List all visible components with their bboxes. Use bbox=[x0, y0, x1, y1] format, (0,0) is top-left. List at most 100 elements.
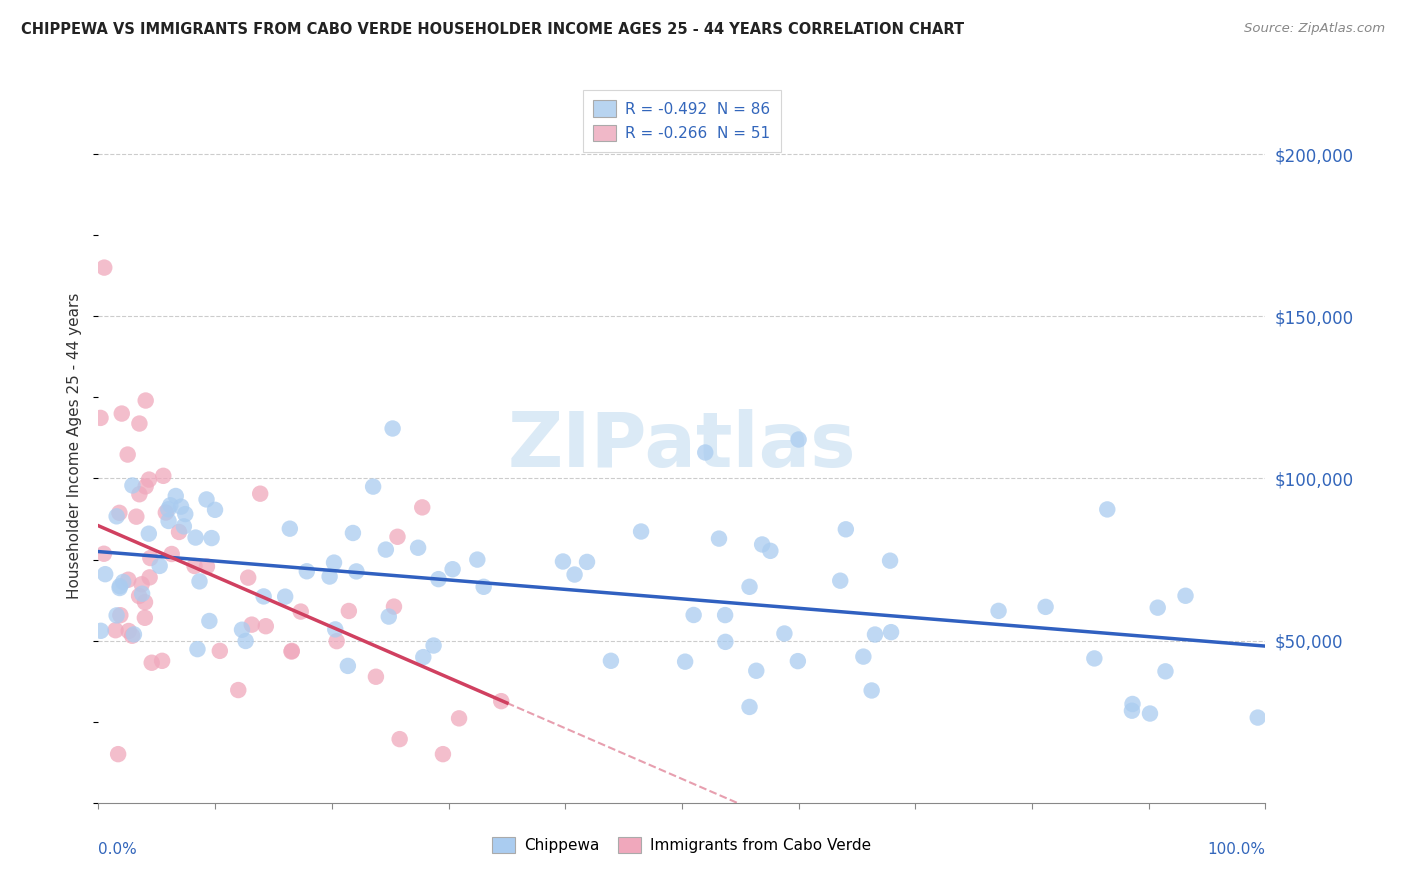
Point bbox=[135, 393, 157, 408]
Point bbox=[254, 619, 277, 633]
Point bbox=[342, 526, 364, 541]
Point bbox=[600, 654, 623, 668]
Point bbox=[274, 590, 297, 604]
Text: ZIPatlas: ZIPatlas bbox=[508, 409, 856, 483]
Point bbox=[323, 623, 346, 637]
Point bbox=[253, 590, 276, 604]
Point bbox=[226, 683, 249, 698]
Point bbox=[112, 574, 135, 589]
Point bbox=[411, 500, 433, 515]
Point bbox=[93, 547, 115, 561]
Point bbox=[165, 489, 187, 503]
Point bbox=[131, 587, 153, 601]
Point bbox=[231, 623, 253, 637]
Point bbox=[138, 473, 160, 487]
Point bbox=[240, 617, 263, 632]
Point bbox=[94, 567, 117, 582]
Point bbox=[108, 506, 131, 520]
Point bbox=[122, 627, 145, 641]
Point bbox=[1139, 706, 1161, 721]
Point bbox=[174, 507, 197, 521]
Point bbox=[323, 556, 346, 570]
Point bbox=[787, 433, 810, 447]
Point bbox=[880, 625, 903, 640]
Point bbox=[138, 526, 160, 541]
Point bbox=[1174, 589, 1197, 603]
Point bbox=[381, 421, 404, 435]
Point bbox=[184, 531, 207, 545]
Point bbox=[157, 502, 180, 516]
Point bbox=[134, 611, 156, 625]
Point bbox=[155, 506, 177, 520]
Point bbox=[738, 700, 761, 714]
Point bbox=[150, 654, 173, 668]
Point bbox=[160, 547, 183, 561]
Point bbox=[707, 532, 730, 546]
Point bbox=[128, 487, 150, 501]
Point bbox=[121, 478, 143, 492]
Point bbox=[745, 664, 768, 678]
Point bbox=[280, 644, 302, 658]
Point bbox=[118, 624, 141, 638]
Point bbox=[682, 607, 704, 622]
Point bbox=[378, 609, 401, 624]
Text: 0.0%: 0.0% bbox=[98, 842, 138, 857]
Point bbox=[714, 635, 737, 649]
Point bbox=[489, 694, 512, 708]
Point bbox=[1154, 665, 1177, 679]
Point bbox=[138, 570, 160, 584]
Point bbox=[1121, 697, 1143, 711]
Point bbox=[183, 559, 205, 574]
Point bbox=[249, 486, 271, 500]
Point bbox=[157, 514, 180, 528]
Point bbox=[472, 580, 495, 594]
Point bbox=[104, 624, 127, 638]
Point bbox=[105, 608, 128, 623]
Point bbox=[879, 554, 901, 568]
Point bbox=[295, 564, 318, 578]
Point bbox=[427, 572, 450, 586]
Point bbox=[105, 509, 128, 524]
Point bbox=[159, 498, 181, 512]
Point bbox=[290, 605, 312, 619]
Point bbox=[235, 634, 257, 648]
Point bbox=[382, 599, 405, 614]
Point bbox=[173, 519, 195, 533]
Point bbox=[441, 562, 464, 576]
Point bbox=[195, 559, 218, 574]
Point bbox=[325, 634, 347, 648]
Point bbox=[830, 574, 852, 588]
Point bbox=[786, 654, 808, 668]
Point bbox=[387, 530, 409, 544]
Point bbox=[198, 614, 221, 628]
Point bbox=[1247, 710, 1270, 724]
Point bbox=[852, 649, 875, 664]
Text: CHIPPEWA VS IMMIGRANTS FROM CABO VERDE HOUSEHOLDER INCOME AGES 25 - 44 YEARS COR: CHIPPEWA VS IMMIGRANTS FROM CABO VERDE H… bbox=[21, 22, 965, 37]
Point bbox=[318, 569, 340, 583]
Point bbox=[406, 541, 429, 555]
Point bbox=[141, 656, 163, 670]
Point bbox=[121, 629, 143, 643]
Point bbox=[465, 552, 488, 566]
Point bbox=[860, 683, 883, 698]
Point bbox=[374, 542, 396, 557]
Point bbox=[135, 479, 157, 493]
Point bbox=[1083, 651, 1105, 665]
Point bbox=[630, 524, 652, 539]
Point bbox=[388, 732, 411, 747]
Point bbox=[759, 544, 782, 558]
Point bbox=[108, 581, 131, 595]
Point bbox=[564, 567, 586, 582]
Point bbox=[738, 580, 761, 594]
Point bbox=[714, 608, 737, 623]
Text: Source: ZipAtlas.com: Source: ZipAtlas.com bbox=[1244, 22, 1385, 36]
Point bbox=[987, 604, 1010, 618]
Point bbox=[110, 608, 132, 623]
Point bbox=[149, 558, 172, 573]
Y-axis label: Householder Income Ages 25 - 44 years: Householder Income Ages 25 - 44 years bbox=[67, 293, 83, 599]
Point bbox=[281, 644, 304, 658]
Text: 100.0%: 100.0% bbox=[1208, 842, 1265, 857]
Point bbox=[117, 448, 139, 462]
Point bbox=[125, 509, 148, 524]
Point bbox=[117, 573, 139, 587]
